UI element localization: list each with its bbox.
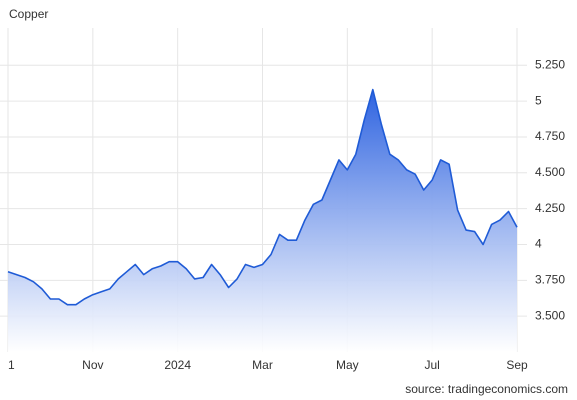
y-tick-label: 4.750 — [535, 129, 565, 143]
x-tick-label: 1 — [8, 358, 15, 372]
line — [7, 88, 518, 306]
y-tick-label: 5 — [535, 93, 542, 107]
y-tick-label: 3.500 — [535, 308, 565, 322]
y-tick-label: 4.250 — [535, 201, 565, 215]
x-tick-label: Nov — [82, 358, 103, 372]
source: source: tradingeconomics.com — [405, 382, 568, 396]
area — [8, 89, 517, 352]
x-tick-label: Sep — [506, 358, 528, 372]
chart-title: Copper — [9, 7, 48, 21]
y-tick-label: 4.500 — [535, 165, 565, 179]
x-tick-label: May — [336, 358, 359, 372]
y-tick-label: 5.250 — [535, 57, 565, 71]
y-tick-label: 3.750 — [535, 272, 565, 286]
x-tick-label: 2024 — [164, 358, 191, 372]
x-tick-label: Mar — [252, 358, 273, 372]
x-tick-label: Jul — [424, 358, 439, 372]
y-tick-label: 4 — [535, 237, 542, 251]
